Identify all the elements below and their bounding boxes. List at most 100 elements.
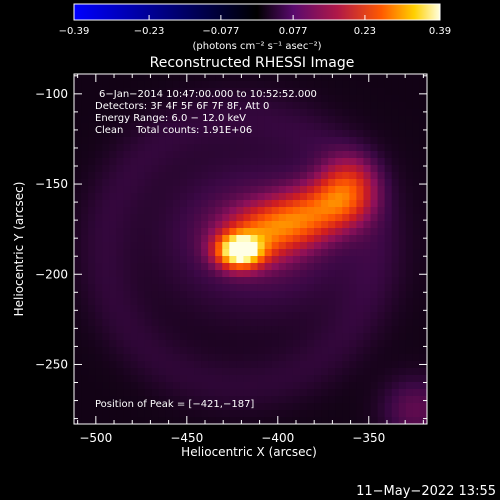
heatmap-cell <box>398 193 407 201</box>
heatmap-cell <box>165 291 174 299</box>
heatmap-cell <box>102 354 110 362</box>
heatmap-cell <box>377 137 386 145</box>
heatmap-cell <box>102 326 110 334</box>
heatmap-cell <box>109 403 117 411</box>
heatmap-cell <box>335 403 343 411</box>
heatmap-cell <box>179 284 188 292</box>
heatmap-cell <box>412 165 421 173</box>
heatmap-cell <box>165 179 174 187</box>
heatmap-cell <box>356 361 364 369</box>
heatmap-cell <box>363 228 371 236</box>
x-tick-label: −500 <box>79 431 112 445</box>
heatmap-cell <box>412 389 421 397</box>
heatmap-cell <box>186 221 195 229</box>
heatmap-cell <box>363 179 371 187</box>
heatmap-cell <box>384 144 393 152</box>
heatmap-cell <box>88 270 96 278</box>
heatmap-cell <box>222 235 230 243</box>
heatmap-cell <box>349 228 357 236</box>
heatmap-cell <box>95 228 103 236</box>
heatmap-cell <box>201 284 209 292</box>
heatmap-cell <box>186 242 195 250</box>
heatmap-cell <box>271 214 280 222</box>
heatmap-cell <box>123 193 131 201</box>
heatmap-cell <box>377 193 386 201</box>
heatmap-cell <box>384 165 393 173</box>
heatmap-cell <box>292 207 301 215</box>
heatmap-cell <box>123 396 131 404</box>
heatmap-cell <box>363 396 371 404</box>
heatmap-cell <box>186 165 195 173</box>
heatmap-cell <box>137 319 145 327</box>
heatmap-cell <box>384 242 393 250</box>
heatmap-cell <box>328 361 336 369</box>
heatmap-cell <box>123 298 131 306</box>
heatmap-cell <box>264 298 273 306</box>
heatmap-cell <box>172 109 181 117</box>
heatmap-cell <box>384 277 393 285</box>
heatmap-cell <box>384 396 393 404</box>
heatmap-cell <box>328 109 336 117</box>
heatmap-cell <box>328 410 336 418</box>
heatmap-cell <box>215 305 223 313</box>
heatmap-cell <box>229 417 237 425</box>
heatmap-cell <box>130 354 138 362</box>
heatmap-cell <box>250 270 258 278</box>
heatmap-cell <box>151 270 160 278</box>
heatmap-cell <box>356 347 364 355</box>
heatmap-cell <box>271 256 280 264</box>
heatmap-cell <box>271 109 280 117</box>
heatmap-cell <box>123 333 131 341</box>
heatmap-cell <box>201 368 209 376</box>
heatmap-cell <box>102 284 110 292</box>
heatmap-cell <box>349 172 357 180</box>
heatmap-cell <box>74 242 82 250</box>
heatmap-cell <box>186 340 195 348</box>
heatmap-cell <box>257 375 266 383</box>
heatmap-cell <box>130 277 138 285</box>
heatmap-cell <box>236 95 244 103</box>
heatmap-cell <box>412 340 421 348</box>
heatmap-cell <box>419 333 428 341</box>
heatmap-cell <box>201 361 209 369</box>
heatmap-cell <box>222 291 230 299</box>
heatmap-cell <box>398 214 407 222</box>
heatmap-cell <box>328 95 336 103</box>
heatmap-cell <box>222 361 230 369</box>
heatmap-cell <box>201 102 209 110</box>
heatmap-cell <box>257 109 266 117</box>
heatmap-cell <box>370 88 378 96</box>
heatmap-cell <box>194 417 202 425</box>
heatmap-cell <box>335 410 343 418</box>
heatmap-cell <box>257 291 266 299</box>
heatmap-cell <box>257 340 266 348</box>
heatmap-cell <box>144 417 153 425</box>
heatmap-cell <box>271 186 280 194</box>
heatmap-cell <box>314 186 322 194</box>
heatmap-cell <box>172 214 181 222</box>
heatmap-cell <box>81 270 89 278</box>
heatmap-cell <box>321 109 329 117</box>
heatmap-cell <box>314 403 322 411</box>
heatmap-cell <box>201 172 209 180</box>
heatmap-cell <box>81 242 89 250</box>
heatmap-cell <box>236 186 244 194</box>
heatmap-cell <box>342 284 350 292</box>
heatmap-cell <box>137 389 145 397</box>
heatmap-cell <box>151 151 160 159</box>
heatmap-cell <box>130 319 138 327</box>
heatmap-cell <box>412 410 421 418</box>
heatmap-cell <box>370 207 378 215</box>
heatmap-cell <box>321 368 329 376</box>
heatmap-cell <box>257 200 266 208</box>
heatmap-cell <box>95 200 103 208</box>
heatmap-cell <box>165 403 174 411</box>
heatmap-cell <box>391 396 400 404</box>
heatmap-cell <box>81 368 89 376</box>
heatmap-cell <box>158 186 167 194</box>
heatmap-cell <box>74 305 82 313</box>
heatmap-cell <box>419 396 428 404</box>
heatmap-cell <box>356 249 364 257</box>
heatmap-cell <box>215 228 223 236</box>
heatmap-cell <box>179 382 188 390</box>
